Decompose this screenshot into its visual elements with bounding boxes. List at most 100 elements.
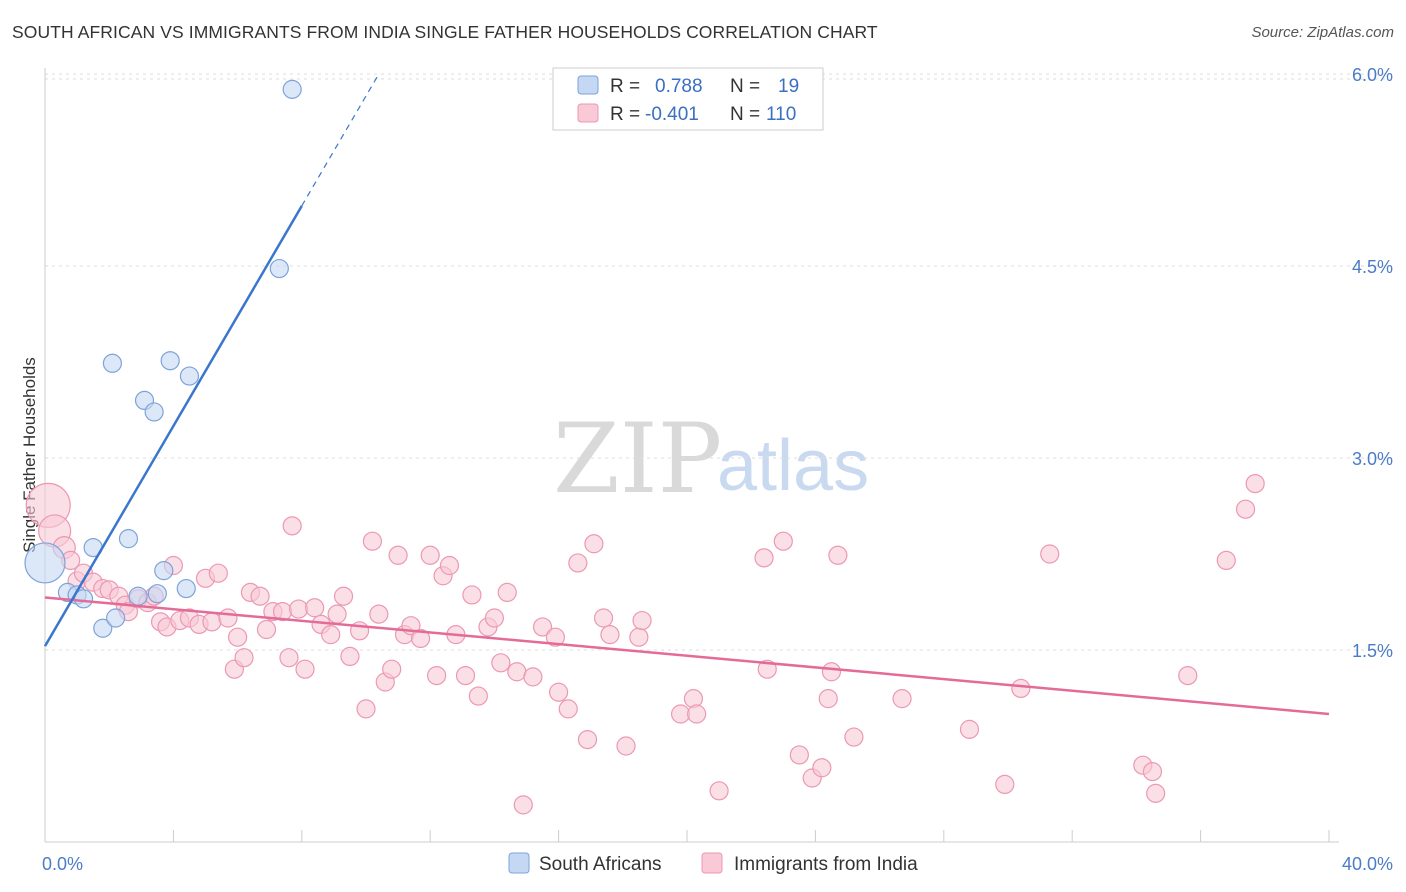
india-point	[427, 665, 447, 686]
india-point	[1216, 550, 1236, 571]
india-point	[1142, 761, 1163, 782]
india-point	[497, 582, 517, 603]
india-point	[812, 758, 832, 778]
india-point	[462, 585, 482, 605]
india-point	[279, 648, 299, 668]
legend-n-value: 19	[778, 76, 799, 97]
south-african-point	[73, 589, 94, 609]
gridlines	[45, 73, 1392, 651]
india-point	[818, 689, 838, 709]
india-point	[593, 608, 614, 628]
south-african-point	[282, 79, 302, 99]
south-african-point	[93, 618, 113, 638]
india-point	[484, 608, 504, 628]
india-point	[584, 534, 604, 554]
india-point	[420, 545, 440, 565]
india-point	[382, 659, 402, 679]
india-point	[228, 627, 248, 647]
india-point	[687, 704, 707, 724]
india-point	[773, 531, 793, 551]
south-african-point	[128, 586, 148, 606]
india-point	[828, 545, 848, 565]
south-african-point	[176, 578, 196, 599]
india-point	[1011, 678, 1031, 699]
india-point	[321, 625, 341, 645]
south-african-points	[24, 79, 302, 638]
india-point	[616, 736, 636, 756]
india-point	[1245, 474, 1265, 494]
legend-r-label: R =	[610, 76, 640, 97]
bottom-legend-swatch-pink	[701, 852, 723, 874]
india-point	[333, 586, 354, 606]
india-point	[789, 745, 809, 765]
india-point	[362, 531, 383, 551]
india-point	[1235, 499, 1256, 519]
india-point	[282, 516, 302, 536]
india-point	[234, 648, 254, 668]
legend-r-label: R =	[610, 104, 640, 125]
south-african-point	[269, 258, 289, 279]
india-point	[288, 599, 309, 619]
india-point	[548, 682, 569, 702]
india-point	[670, 704, 691, 724]
india-point	[250, 586, 270, 606]
south-african-point	[179, 366, 200, 386]
legend-r-value: 0.788	[655, 76, 703, 97]
india-point	[568, 553, 588, 573]
x-tick-label-max: 40.0%	[1342, 854, 1393, 874]
legend: R = 0.788 N = 19 R = -0.401 N = 110	[552, 67, 824, 131]
india-point	[208, 563, 228, 583]
india-point	[491, 653, 511, 673]
india-point	[439, 555, 460, 576]
india-point	[1146, 783, 1166, 803]
india-point	[558, 699, 578, 719]
india-point	[410, 628, 431, 649]
trend-lines	[43, 73, 1330, 716]
india-point	[1040, 544, 1060, 564]
chart-title: SOUTH AFRICAN VS IMMIGRANTS FROM INDIA S…	[12, 22, 878, 42]
india-point	[523, 667, 543, 687]
south-african-point	[102, 353, 123, 373]
india-point	[821, 662, 842, 682]
india-points	[25, 474, 1265, 815]
south-african-point	[106, 608, 126, 628]
india-point	[468, 686, 488, 706]
legend-swatch-blue	[577, 75, 599, 95]
watermark-atlas: atlas	[717, 426, 869, 506]
india-point	[340, 646, 360, 667]
india-point	[892, 689, 912, 709]
legend-swatch-pink	[577, 103, 599, 123]
india-point	[959, 719, 980, 739]
india-point	[545, 627, 565, 647]
south-african-point	[154, 561, 174, 581]
watermark-zip: ZIP	[553, 403, 722, 515]
india-point	[995, 774, 1015, 795]
india-point	[202, 612, 222, 632]
y-tick-label: 4.5%	[1352, 257, 1393, 277]
india-point	[844, 727, 864, 747]
y-tick-labels: 1.5% 3.0% 4.5% 6.0%	[1352, 65, 1393, 661]
bottom-legend-swatch-blue	[508, 852, 530, 874]
x-tick-label-min: 0.0%	[42, 854, 83, 874]
india-point	[709, 781, 729, 801]
india-point	[295, 659, 315, 679]
india-point	[507, 662, 527, 682]
india-point	[577, 729, 598, 750]
india-point	[256, 619, 277, 640]
legend-n-label: N =	[730, 104, 760, 125]
bottom-legend-india: Immigrants from India	[734, 854, 918, 875]
legend-n-label: N =	[730, 76, 760, 97]
india-point	[632, 610, 652, 631]
south-african-point	[118, 529, 139, 549]
india-point	[327, 604, 347, 624]
india-trend-line	[44, 596, 1330, 716]
south-african-point	[144, 402, 164, 422]
south-african-point	[24, 542, 66, 584]
y-tick-label: 3.0%	[1352, 449, 1393, 469]
legend-n-value: 110	[766, 104, 796, 125]
source-label: Source: ZipAtlas.com	[1251, 24, 1394, 41]
south-african-point	[147, 584, 167, 604]
south-african-point	[160, 351, 180, 371]
bottom-legend-south-africans: South Africans	[539, 854, 662, 875]
